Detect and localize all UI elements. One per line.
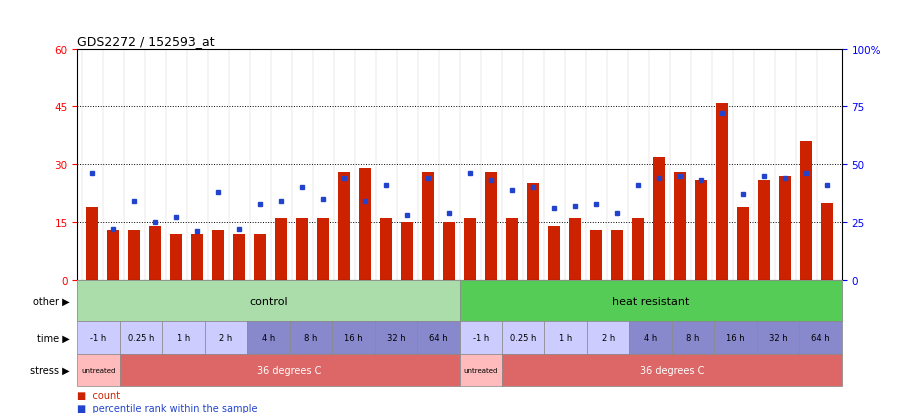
Text: ■  percentile rank within the sample: ■ percentile rank within the sample [77,404,258,413]
Text: -1 h: -1 h [472,333,489,342]
Bar [289,322,332,354]
Bar [632,218,644,280]
Bar [296,218,308,280]
Bar [460,280,842,322]
Bar [332,322,375,354]
Bar [212,230,225,280]
Bar [375,322,417,354]
Bar [502,322,544,354]
Bar [460,322,502,354]
Text: 64 h: 64 h [811,333,830,342]
Bar [86,207,98,280]
Text: 1 h: 1 h [559,333,572,342]
Bar [548,226,561,280]
Bar [338,173,350,280]
Bar [248,322,289,354]
Bar [630,322,672,354]
Bar [460,354,502,386]
Bar [716,103,728,280]
Bar [527,184,540,280]
Bar [757,322,799,354]
Bar [77,280,460,322]
Text: GDS2272 / 152593_at: GDS2272 / 152593_at [77,36,215,48]
Text: ■  count: ■ count [77,390,120,400]
Text: control: control [249,296,288,306]
Bar [359,169,371,280]
Text: 4 h: 4 h [262,333,275,342]
Bar [443,223,455,280]
Bar [714,322,757,354]
Text: heat resistant: heat resistant [612,296,690,306]
Bar [205,322,248,354]
Bar [821,203,834,280]
Text: 36 degrees C: 36 degrees C [640,365,704,375]
Bar [587,322,630,354]
Text: 8 h: 8 h [686,333,700,342]
Bar [779,176,792,280]
Bar [275,218,288,280]
Text: 36 degrees C: 36 degrees C [258,365,322,375]
Text: 4 h: 4 h [644,333,657,342]
Bar [672,322,714,354]
Text: 32 h: 32 h [387,333,405,342]
Bar [544,322,587,354]
Bar [148,226,161,280]
Bar [799,322,842,354]
Bar [120,354,460,386]
Bar [233,234,246,280]
Text: other ▶: other ▶ [33,296,70,306]
Bar [464,218,476,280]
Bar [673,173,686,280]
Text: 8 h: 8 h [304,333,318,342]
Bar [417,322,460,354]
Bar [590,230,602,280]
Text: 16 h: 16 h [344,333,363,342]
Text: -1 h: -1 h [90,333,106,342]
Bar [254,234,267,280]
Text: 1 h: 1 h [177,333,190,342]
Bar [317,218,329,280]
Text: 64 h: 64 h [429,333,448,342]
Bar [502,354,842,386]
Bar [485,173,498,280]
Text: 32 h: 32 h [769,333,787,342]
Text: 16 h: 16 h [726,333,745,342]
Bar [758,180,771,280]
Text: untreated: untreated [463,367,498,373]
Bar [694,180,707,280]
Bar [170,234,182,280]
Bar [569,218,581,280]
Bar [77,322,120,354]
Bar [652,157,665,280]
Bar [77,354,120,386]
Text: time ▶: time ▶ [37,333,70,343]
Bar [737,207,749,280]
Bar [106,230,119,280]
Text: 0.25 h: 0.25 h [511,333,536,342]
Text: 2 h: 2 h [602,333,615,342]
Text: 2 h: 2 h [219,333,233,342]
Bar [506,218,519,280]
Text: untreated: untreated [81,367,116,373]
Text: 0.25 h: 0.25 h [128,333,154,342]
Bar [400,223,413,280]
Bar [162,322,205,354]
Bar [127,230,140,280]
Bar [379,218,392,280]
Bar [191,234,203,280]
Bar [421,173,434,280]
Bar [611,230,623,280]
Bar [120,322,162,354]
Bar [800,142,813,280]
Text: stress ▶: stress ▶ [30,365,70,375]
